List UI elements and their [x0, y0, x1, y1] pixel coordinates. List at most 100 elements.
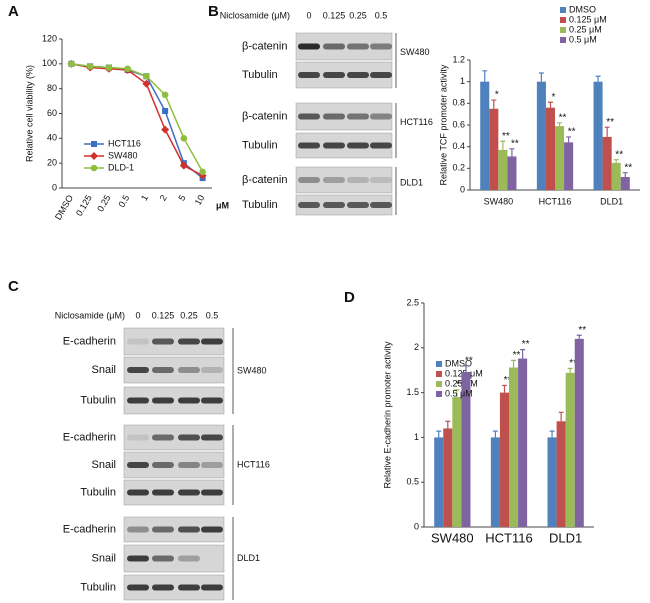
significance: ** — [615, 149, 623, 160]
y-axis-label: Relative TCF promoter activity — [438, 64, 448, 185]
x-tick-label: 2 — [158, 193, 169, 202]
y-tick-label: 60 — [47, 108, 57, 118]
blot-band — [201, 584, 223, 591]
blot-band — [201, 489, 223, 496]
error-bar — [595, 75, 601, 82]
significance: ** — [578, 325, 586, 336]
marker — [161, 91, 169, 99]
error-bar — [558, 411, 564, 422]
treatment-label: Niclosamide (μM) — [55, 310, 125, 320]
blot-panel — [295, 166, 393, 194]
legend-swatch — [436, 361, 442, 367]
blot-row-label: E-cadherin — [63, 335, 116, 347]
y-tick-label: 1.2 — [452, 54, 465, 64]
significance: ** — [502, 131, 510, 142]
bar — [545, 107, 555, 190]
blot-band — [178, 434, 200, 441]
y-tick-label: 0 — [52, 182, 57, 192]
bar — [564, 142, 574, 190]
marker — [162, 108, 169, 115]
x-tick-label: DMSO — [53, 193, 75, 221]
x-tick-label: DLD1 — [549, 530, 582, 545]
y-tick-label: 0.6 — [452, 119, 465, 129]
error-bar — [482, 70, 488, 82]
blot-band — [298, 142, 320, 149]
error-bar — [491, 99, 497, 109]
error-bar — [604, 126, 610, 137]
cell-line-label: HCT116 — [237, 459, 270, 469]
blot-band — [323, 177, 345, 183]
bar — [518, 358, 528, 527]
x-axis-label: μM — [216, 200, 229, 210]
blot-band — [370, 113, 392, 120]
bar — [574, 338, 584, 527]
legend-swatch — [436, 391, 442, 397]
marker — [105, 64, 113, 71]
bar — [602, 136, 612, 190]
x-tick-label: 10 — [193, 193, 207, 207]
blot-band — [152, 434, 174, 441]
blot-band — [201, 434, 223, 441]
marker — [91, 141, 97, 147]
bar — [452, 397, 462, 527]
x-tick-label: 5 — [176, 193, 187, 202]
legend-swatch — [560, 7, 566, 13]
blot-band — [152, 462, 174, 468]
error-bar — [549, 430, 555, 438]
y-tick-label: 1 — [460, 76, 465, 86]
error-bar — [445, 420, 451, 429]
blot-band — [178, 489, 200, 496]
y-tick-label: 0 — [460, 184, 465, 194]
blot-band — [323, 113, 345, 120]
error-bar — [454, 389, 460, 398]
blot-row-label: Snail — [92, 552, 116, 564]
blot-row-label: Tubulin — [242, 69, 278, 81]
blot-band — [152, 367, 174, 373]
y-tick-label: 0 — [414, 521, 419, 531]
significance: ** — [504, 375, 512, 386]
blot-row-label: β-catenin — [242, 110, 287, 122]
blot-band — [298, 177, 320, 183]
blot-band — [201, 462, 223, 468]
marker — [180, 135, 188, 142]
marker — [90, 152, 98, 160]
blot-band — [178, 584, 200, 591]
x-tick-label: HCT116 — [539, 196, 572, 206]
blot-band — [323, 43, 345, 50]
blot-row-label: Tubulin — [80, 486, 116, 498]
blot-band — [347, 72, 369, 78]
blot-row-label: Snail — [92, 364, 116, 376]
error-bar — [492, 430, 498, 438]
y-tick-label: 2 — [414, 342, 419, 352]
legend-swatch — [560, 17, 566, 23]
legend-swatch — [436, 371, 442, 377]
dose-label: 0.25 — [349, 10, 367, 20]
marker — [161, 125, 170, 134]
treatment-label: Niclosamide (μM) — [220, 10, 290, 20]
blot-row-label: β-catenin — [242, 40, 287, 52]
y-tick-label: 0.5 — [406, 477, 419, 487]
blot-band — [347, 43, 369, 50]
blot-band — [201, 397, 223, 404]
bar — [490, 437, 500, 527]
error-bar — [557, 122, 563, 127]
x-tick-label: DLD1 — [600, 196, 623, 206]
blot-band — [152, 338, 174, 345]
panel-letter: A — [8, 3, 19, 20]
y-tick-label: 40 — [47, 133, 57, 143]
error-bar — [567, 367, 573, 373]
y-tick-label: 0.4 — [452, 141, 465, 151]
error-bar — [613, 159, 619, 163]
marker — [179, 161, 188, 170]
blot-band — [178, 526, 200, 533]
cell-line-label: SW480 — [237, 365, 267, 375]
dose-label: 0.25 — [180, 310, 198, 320]
blot-band — [127, 434, 149, 441]
significance: ** — [511, 138, 519, 149]
significance: ** — [456, 380, 464, 391]
blot-band — [127, 555, 149, 562]
legend-label: 0.25 μM — [445, 378, 478, 388]
y-tick-label: 2.5 — [406, 297, 419, 307]
bar — [620, 177, 630, 190]
bar — [443, 428, 453, 527]
